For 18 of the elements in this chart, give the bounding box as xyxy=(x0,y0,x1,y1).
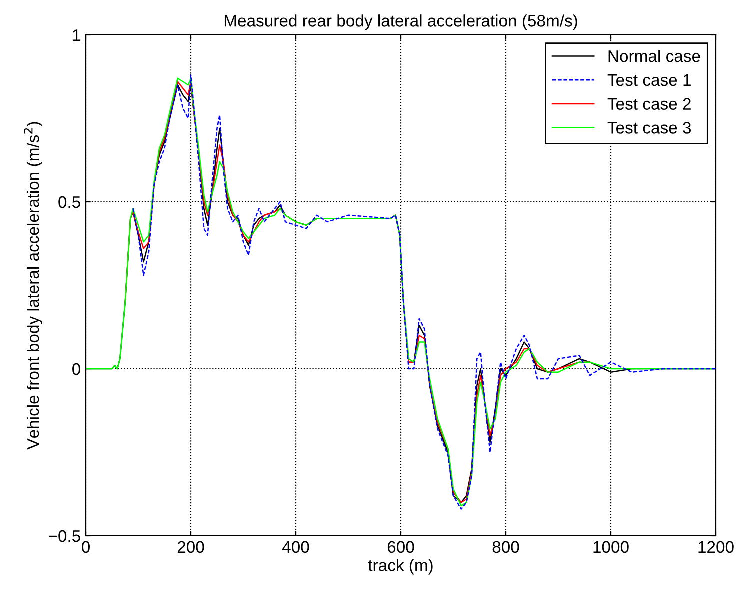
x-tick-label: 600 xyxy=(388,541,414,554)
x-tick-label: 0 xyxy=(82,541,90,554)
x-tick-label: 400 xyxy=(282,541,310,554)
y-axis-title: Vehicle front body lateral acceleration (m/s$^{2}$) xyxy=(24,122,43,450)
legend-label: Normal case xyxy=(608,50,700,62)
y-tick-label: 0 xyxy=(72,363,80,376)
x-tick-label: 1200 xyxy=(698,541,734,554)
y-tick-label: 1 xyxy=(73,30,80,42)
chart-title: Measured rear body lateral acceleration (58m/s) xyxy=(224,14,578,30)
x-tick-label: 800 xyxy=(492,541,520,554)
x-tick-label: 1000 xyxy=(594,541,629,554)
x-tick-label: 200 xyxy=(178,541,204,554)
legend-label: Test case 2 xyxy=(608,98,691,110)
x-axis-title: track (m) xyxy=(368,559,433,575)
y-tick-label: 0.5 xyxy=(58,196,80,208)
legend-label: Test case 3 xyxy=(608,122,692,134)
legend-label: Test case 1 xyxy=(608,74,691,86)
y-tick-label: −0.5 xyxy=(49,530,80,542)
